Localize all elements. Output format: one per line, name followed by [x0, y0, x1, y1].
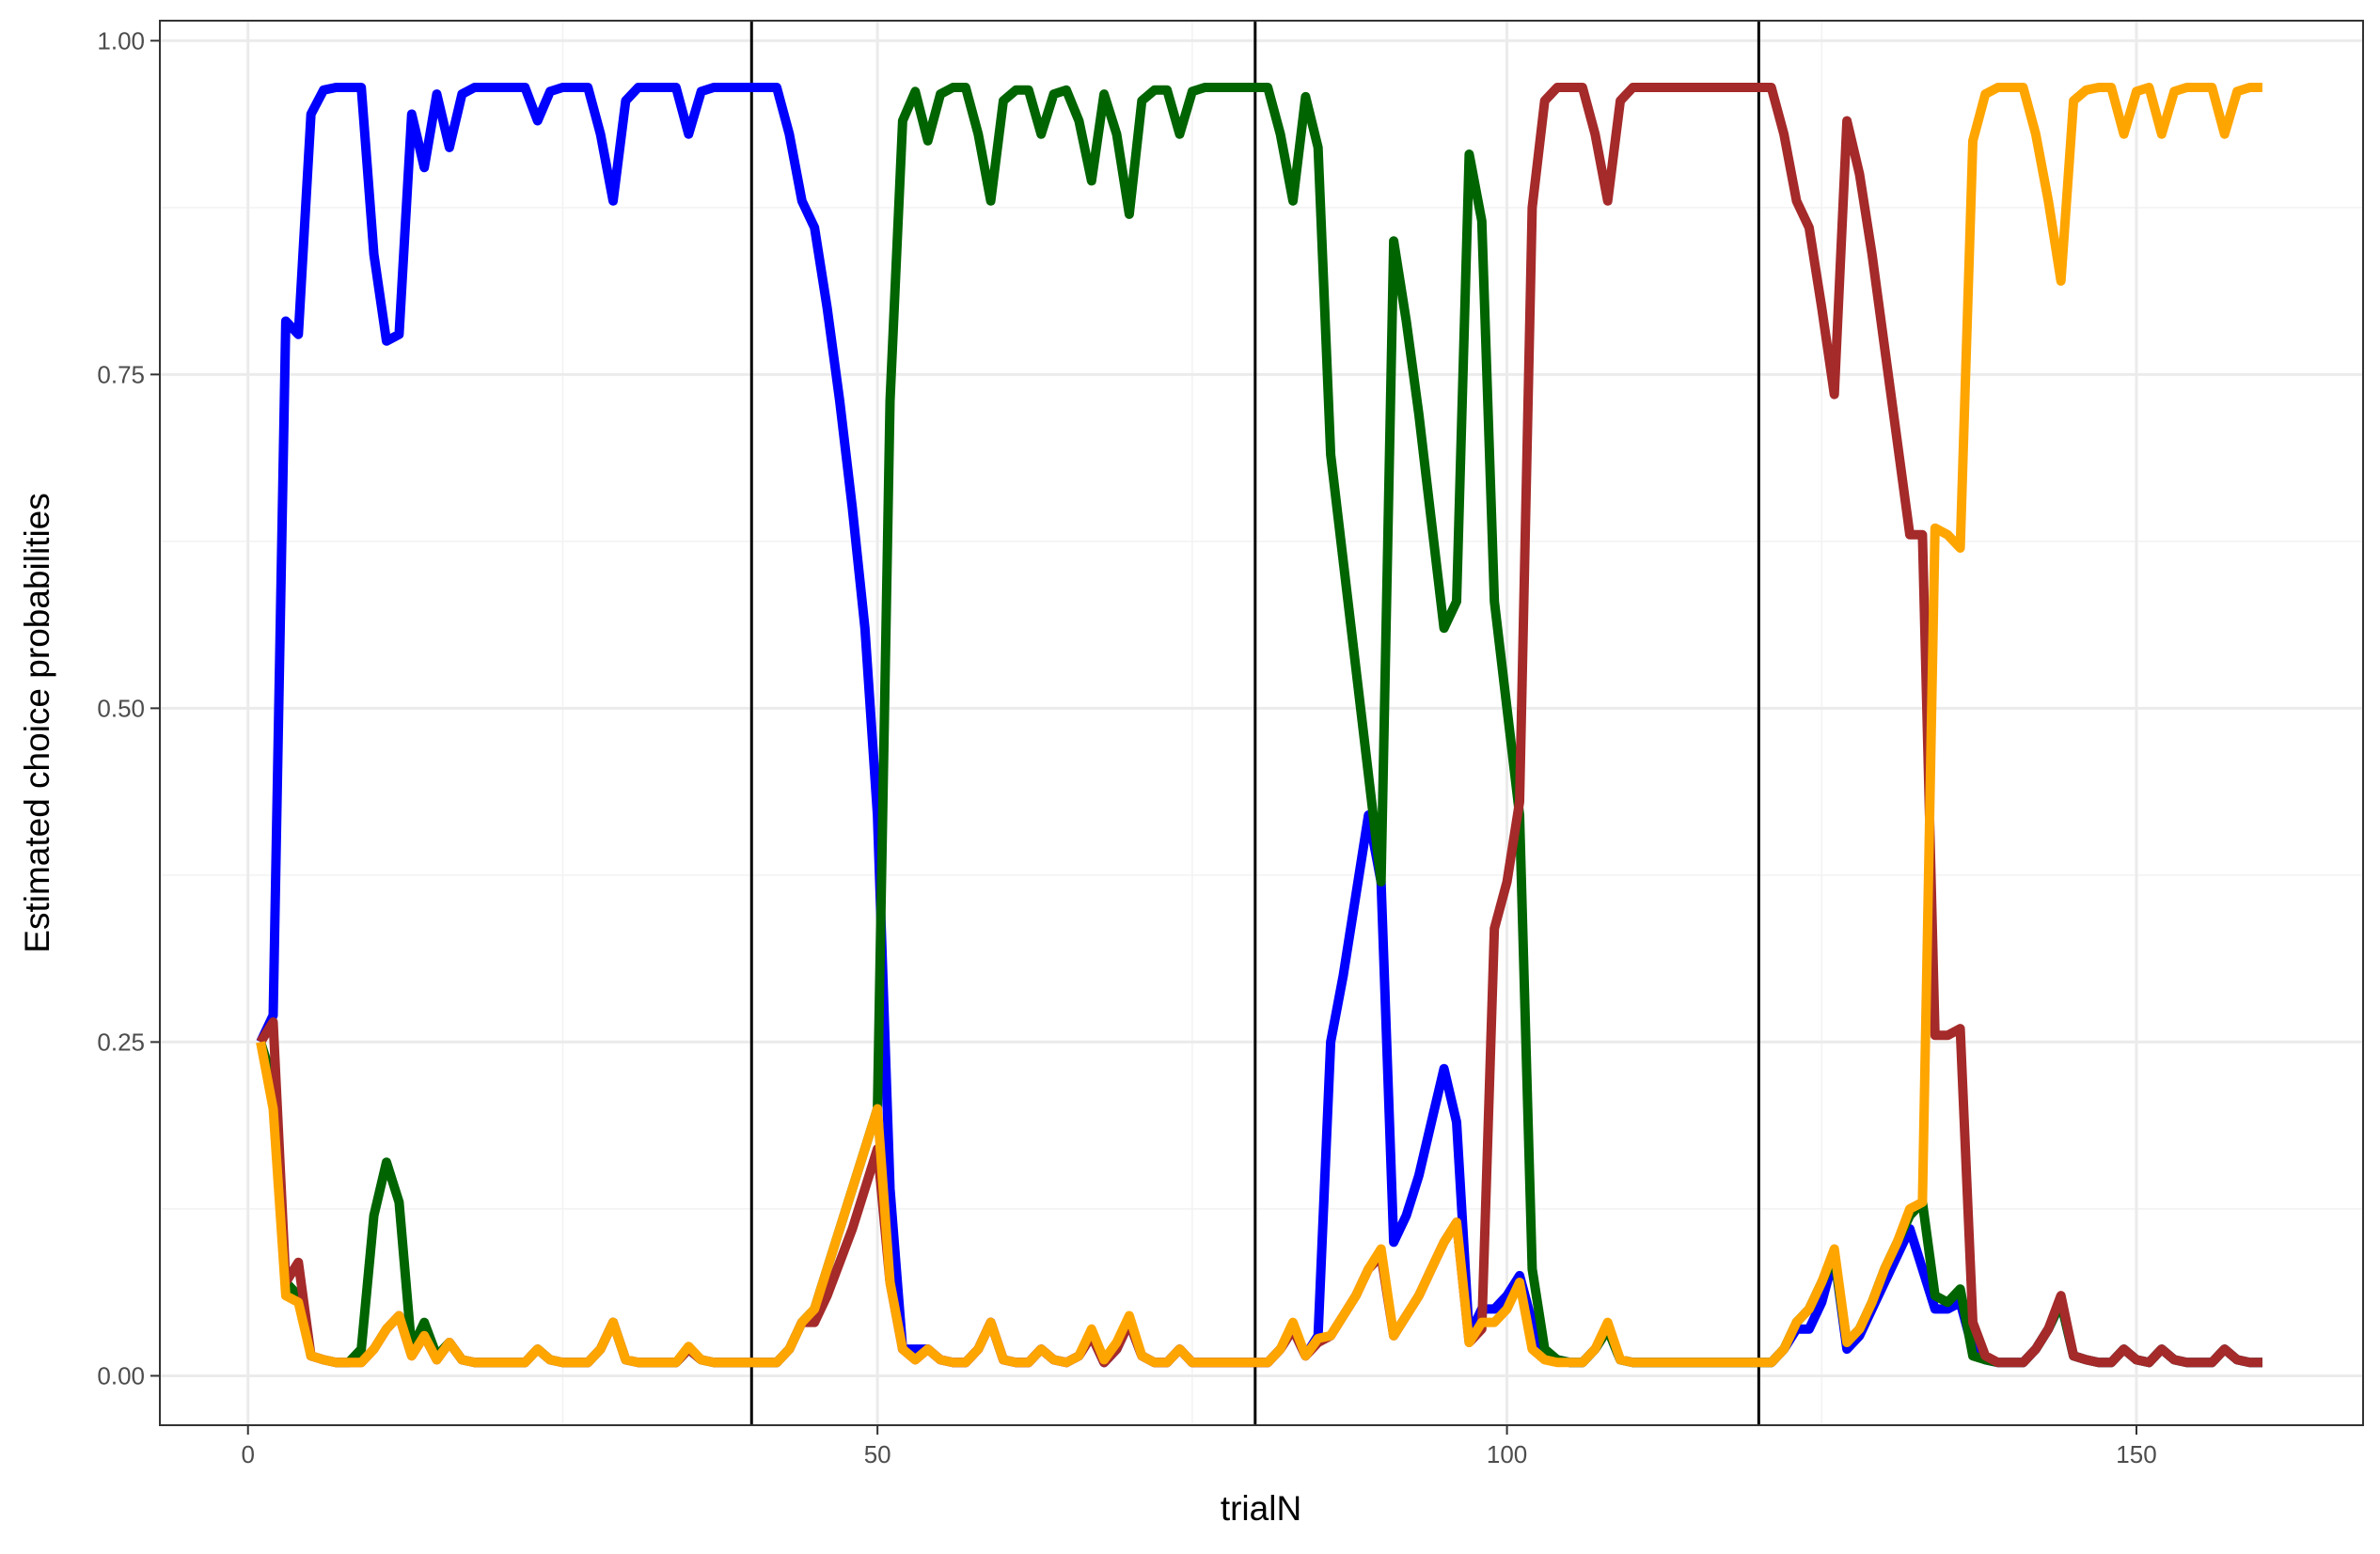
y-tick-label: 0.75: [97, 360, 145, 388]
grid-major: [160, 21, 2363, 1425]
y-tick-label: 1.00: [97, 26, 145, 55]
y-axis-title: Estimated choice probabilities: [18, 493, 56, 952]
y-tick-label: 0.25: [97, 1028, 145, 1056]
x-tick-label: 50: [864, 1440, 891, 1468]
y-axis: 0.00 0.25 0.50 0.75 1.00: [97, 26, 160, 1389]
x-axis-title: trialN: [1221, 1489, 1301, 1528]
panel-background: [160, 21, 2363, 1425]
series-line-4: [256, 83, 2262, 1368]
x-tick-label: 150: [2116, 1440, 2156, 1468]
series-lines: [256, 83, 2262, 1368]
x-tick-label: 100: [1487, 1440, 1527, 1468]
panel-border: [159, 20, 2364, 1426]
grid-minor: [160, 21, 2363, 1425]
x-tick-label: 0: [241, 1440, 254, 1468]
x-axis: 0 50 100 150: [241, 1425, 2157, 1468]
y-tick-label: 0.00: [97, 1361, 145, 1389]
regime-change-lines: [749, 21, 1760, 1425]
y-tick-label: 0.50: [97, 694, 145, 722]
